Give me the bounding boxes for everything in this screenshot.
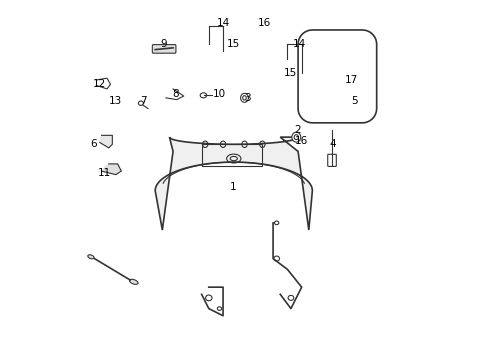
Text: 9: 9 [161, 39, 167, 49]
Text: 17: 17 [345, 75, 358, 85]
Text: 10: 10 [212, 89, 225, 99]
Text: 16: 16 [294, 136, 307, 146]
FancyBboxPatch shape [327, 154, 336, 166]
FancyBboxPatch shape [152, 45, 176, 53]
Ellipse shape [129, 279, 138, 284]
Ellipse shape [88, 255, 94, 259]
Text: 12: 12 [93, 78, 106, 89]
PathPatch shape [155, 137, 312, 230]
Ellipse shape [273, 256, 279, 261]
Text: 2: 2 [293, 125, 300, 135]
Text: 8: 8 [172, 89, 179, 99]
Ellipse shape [291, 132, 300, 142]
Ellipse shape [242, 96, 246, 100]
Text: 16: 16 [257, 18, 270, 28]
Ellipse shape [205, 295, 212, 301]
Ellipse shape [240, 93, 248, 102]
Text: 11: 11 [98, 168, 111, 178]
Text: 6: 6 [90, 139, 97, 149]
Ellipse shape [217, 307, 221, 310]
Text: 5: 5 [350, 96, 357, 107]
Ellipse shape [294, 135, 298, 140]
Text: 15: 15 [226, 39, 239, 49]
Text: 7: 7 [140, 96, 147, 107]
Text: 14: 14 [293, 39, 306, 49]
Bar [201, 144, 262, 166]
Polygon shape [102, 164, 121, 175]
Text: 14: 14 [216, 18, 229, 28]
Ellipse shape [274, 221, 278, 225]
Text: 13: 13 [108, 96, 122, 107]
Text: 3: 3 [244, 93, 250, 103]
Polygon shape [100, 135, 112, 148]
Ellipse shape [200, 93, 206, 98]
Text: 4: 4 [329, 139, 336, 149]
Ellipse shape [287, 296, 293, 300]
Ellipse shape [138, 101, 143, 105]
Text: 1: 1 [229, 182, 236, 192]
Text: 15: 15 [283, 68, 296, 78]
